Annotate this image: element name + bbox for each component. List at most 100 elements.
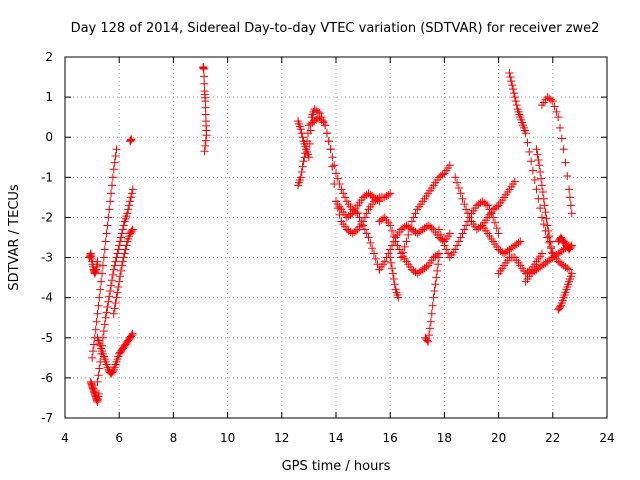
data-point [514, 238, 523, 247]
data-point [454, 184, 463, 193]
data-point [427, 309, 436, 318]
data-point [442, 245, 451, 254]
data-point [547, 248, 556, 257]
data-point [109, 309, 118, 318]
data-point [434, 260, 443, 269]
data-point [100, 245, 109, 254]
data-point [425, 324, 434, 333]
data-point [113, 288, 122, 297]
data-point [120, 249, 129, 258]
data-point [563, 171, 572, 180]
x-tick-label: 4 [61, 431, 69, 445]
data-point [561, 158, 570, 167]
data-point [201, 103, 210, 112]
data-point [362, 229, 371, 238]
data-point [346, 210, 355, 219]
data-point [330, 180, 339, 189]
data-point [116, 272, 125, 281]
data-point [98, 261, 107, 270]
data-point [119, 253, 128, 262]
data-point [463, 209, 472, 218]
data-point [539, 220, 548, 229]
data-point [299, 157, 308, 166]
data-point [117, 233, 126, 242]
data-point [200, 72, 209, 81]
series-arc-g [126, 135, 136, 146]
data-point [371, 254, 380, 263]
data-point [543, 233, 552, 242]
data-point [303, 137, 312, 146]
data-point [108, 173, 117, 182]
data-point [523, 138, 532, 147]
data-point [537, 213, 546, 222]
data-point [434, 253, 443, 262]
data-point [313, 114, 322, 123]
series-arc-o [397, 161, 454, 262]
data-point [389, 274, 398, 283]
data-point [110, 304, 119, 313]
data-point [202, 131, 211, 140]
y-tick-label: -4 [41, 291, 53, 305]
data-point [389, 232, 398, 241]
data-point [95, 364, 104, 373]
data-point [128, 225, 137, 234]
data-point [427, 224, 436, 233]
data-point [92, 317, 101, 326]
data-point [541, 208, 550, 217]
data-point [103, 303, 112, 312]
data-point [567, 241, 576, 250]
data-point [313, 107, 322, 116]
data-point [375, 197, 384, 206]
data-point [384, 190, 393, 199]
data-point [112, 253, 121, 262]
x-tick-label: 20 [491, 431, 506, 445]
series-arc-q [434, 197, 503, 262]
data-point [360, 213, 369, 222]
data-point [337, 185, 346, 194]
data-point [328, 162, 337, 171]
data-point [301, 149, 310, 158]
y-tick-label: -1 [41, 170, 53, 184]
chart-title: Day 128 of 2014, Sidereal Day-to-day VTE… [71, 21, 600, 36]
series-arc-h [199, 63, 211, 156]
x-axis-label: GPS time / hours [282, 459, 391, 474]
data-point [103, 221, 112, 230]
data-point [548, 97, 557, 106]
data-point [537, 181, 546, 190]
data-point [297, 167, 306, 176]
data-point [476, 222, 485, 231]
data-point [324, 137, 333, 146]
data-point [505, 69, 514, 78]
data-point [434, 225, 443, 234]
data-point [89, 347, 98, 356]
data-point [118, 257, 127, 266]
data-point [88, 353, 97, 362]
x-tick-label: 12 [274, 431, 289, 445]
data-point [537, 249, 546, 258]
data-point [429, 293, 438, 302]
data-point [534, 155, 543, 164]
data-point [530, 176, 539, 185]
data-point [492, 202, 501, 211]
data-point [360, 225, 369, 234]
data-point [565, 193, 574, 202]
data-point [494, 229, 503, 238]
data-point [409, 213, 418, 222]
data-point [546, 242, 555, 251]
data-point [200, 147, 209, 156]
data-point [380, 257, 389, 266]
data-point [95, 293, 104, 302]
series-arc-b [86, 377, 103, 406]
data-point [422, 262, 431, 271]
data-point [566, 201, 575, 210]
data-point [118, 225, 127, 234]
data-point [101, 237, 110, 246]
data-point [563, 264, 572, 273]
data-point [407, 217, 416, 226]
y-tick-label: 0 [45, 130, 53, 144]
data-point [201, 97, 210, 106]
data-point [386, 253, 395, 262]
data-point [424, 337, 433, 346]
data-point [456, 189, 465, 198]
data-point [465, 213, 474, 222]
